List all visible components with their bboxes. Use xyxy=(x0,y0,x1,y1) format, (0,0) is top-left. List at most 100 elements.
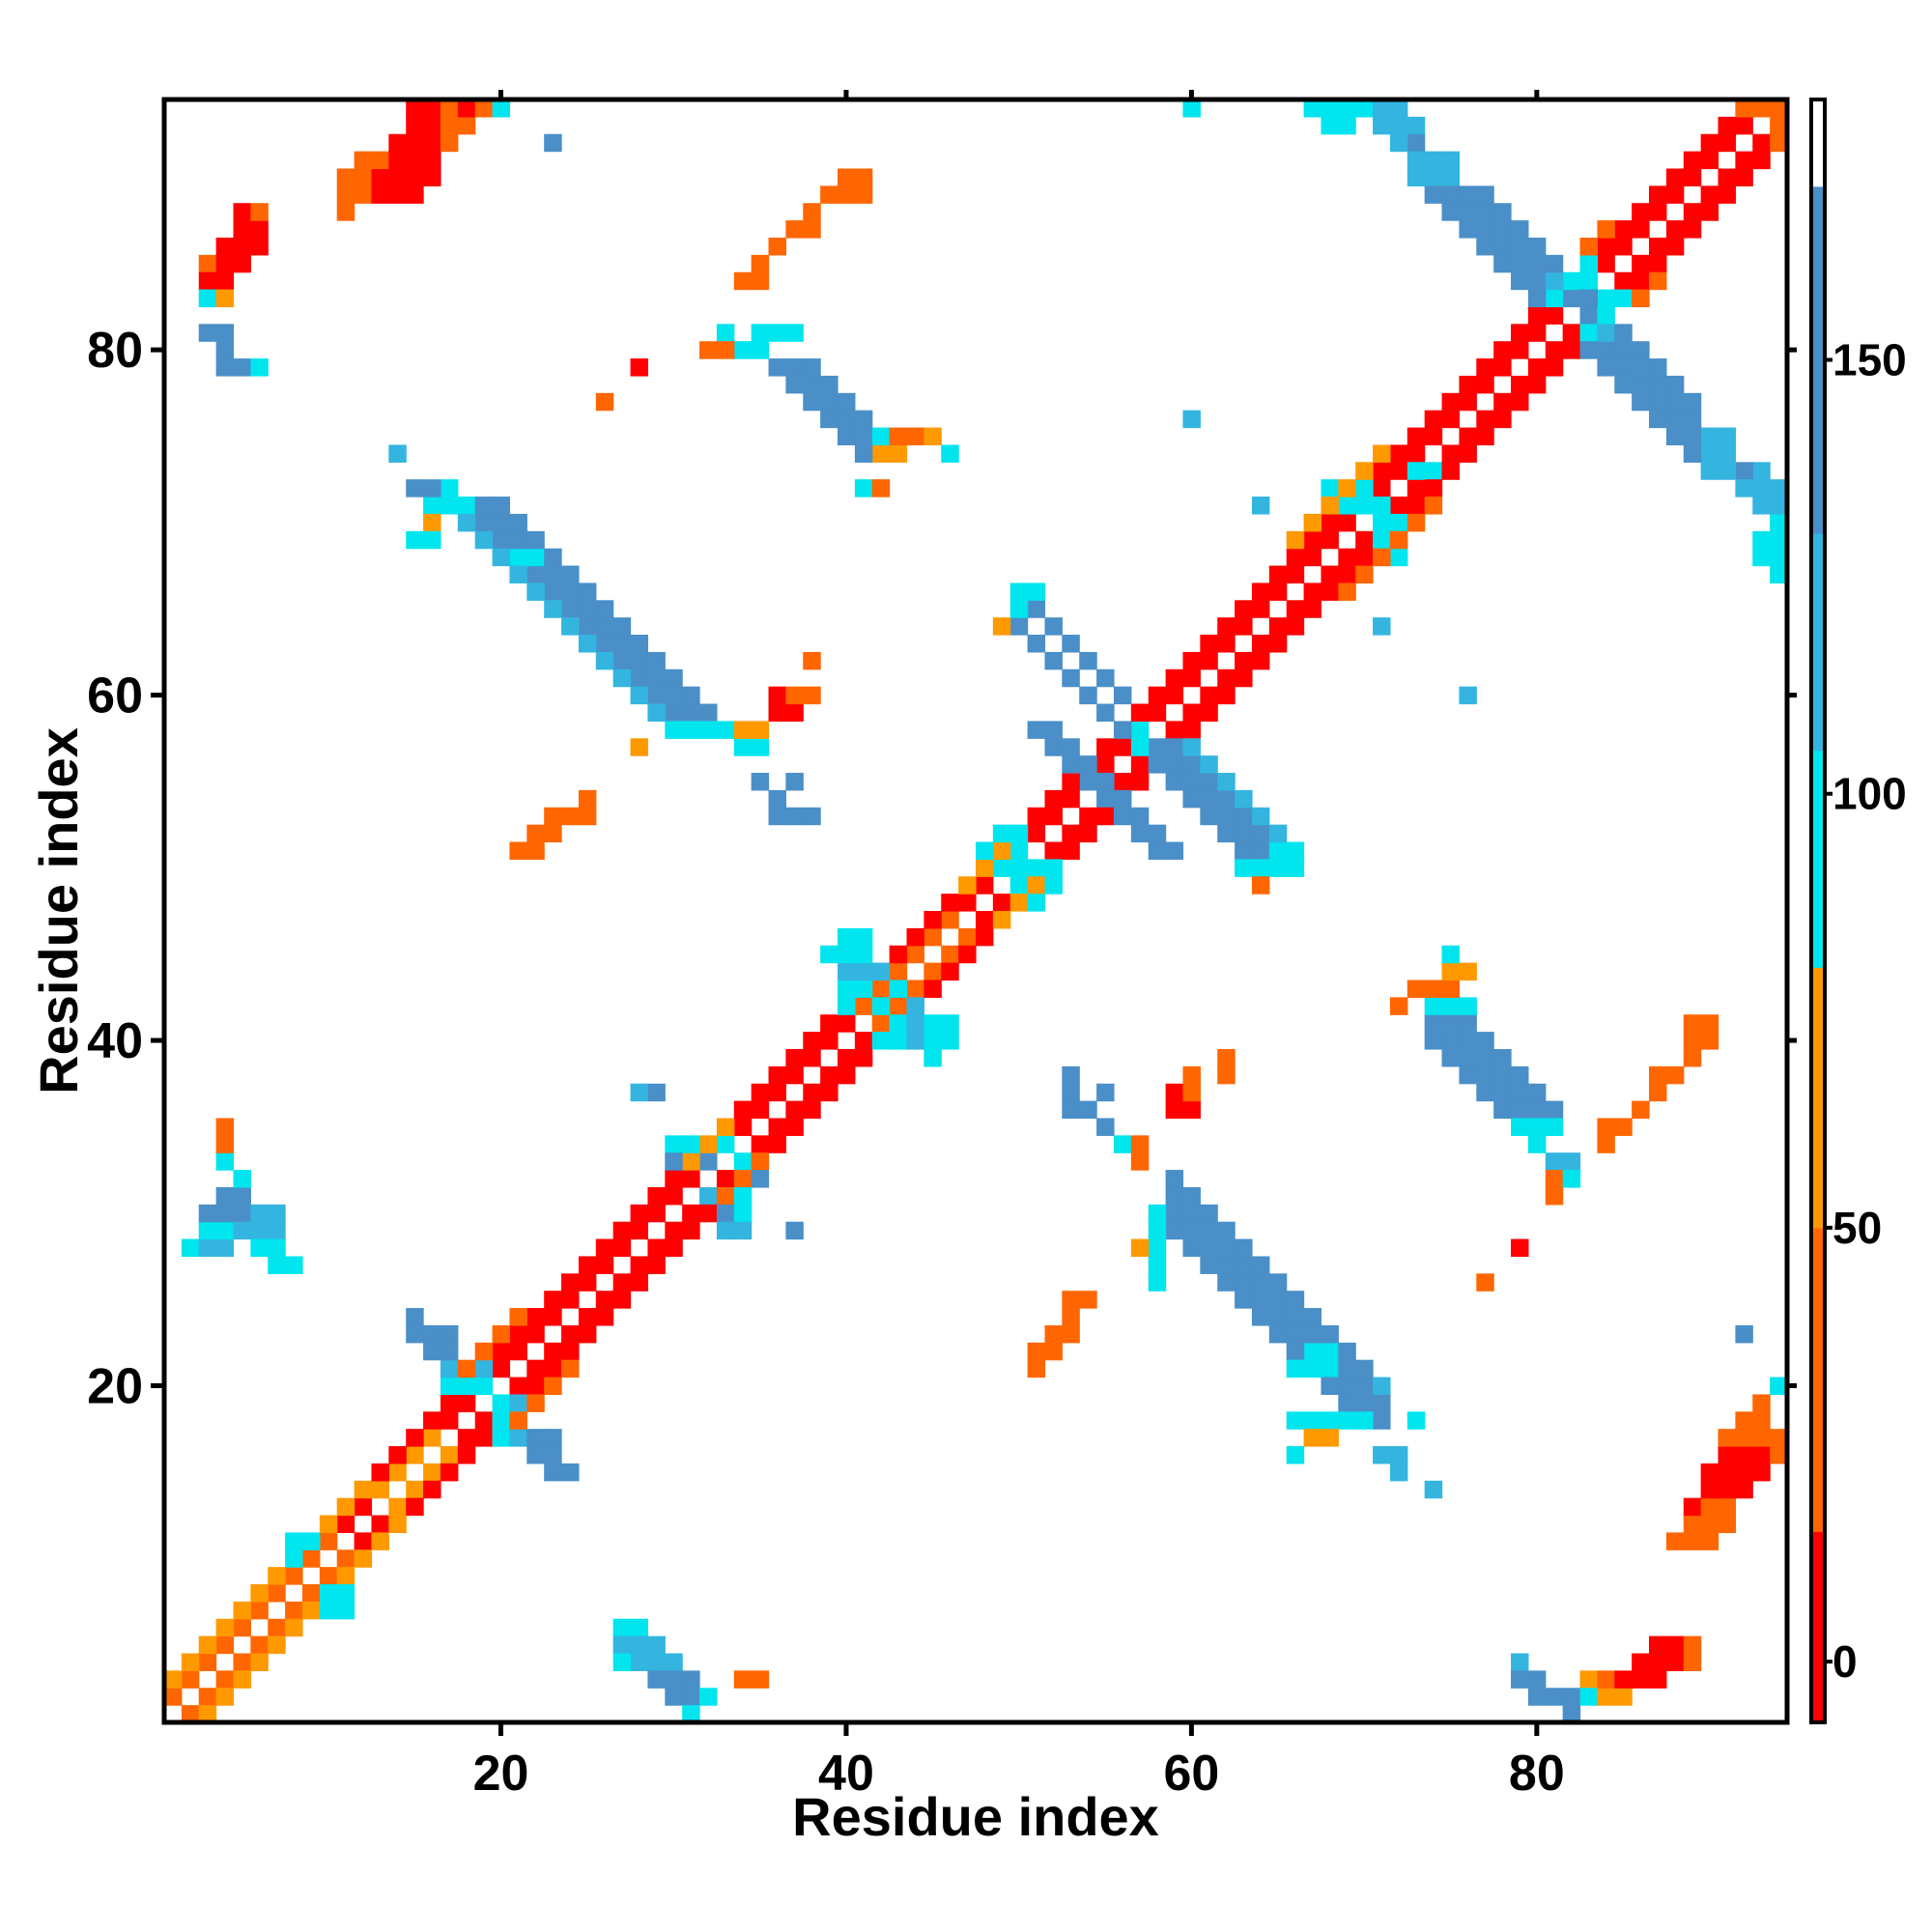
heatmap-cell xyxy=(1355,1377,1374,1396)
heatmap-cell xyxy=(1200,1238,1218,1258)
heatmap-cell xyxy=(751,773,770,791)
heatmap-cell xyxy=(1649,1635,1667,1655)
heatmap-cell xyxy=(1493,254,1512,273)
heatmap-cell xyxy=(1321,530,1339,550)
heatmap-cell xyxy=(423,530,441,550)
heatmap-cell xyxy=(1459,392,1477,412)
heatmap-cell xyxy=(1527,1670,1547,1689)
y-tick-label: 40 xyxy=(87,1013,143,1069)
heatmap-cell xyxy=(1527,375,1547,394)
heatmap-cell xyxy=(1735,168,1753,186)
heatmap-cell xyxy=(1649,271,1667,291)
heatmap-cell xyxy=(941,962,959,981)
heatmap-cell xyxy=(1718,1446,1736,1464)
heatmap-cell xyxy=(1752,1446,1771,1464)
heatmap-cell xyxy=(1770,99,1788,118)
heatmap-cell xyxy=(1373,497,1391,515)
heatmap-cell xyxy=(1649,410,1667,429)
heatmap-cell xyxy=(1527,1135,1547,1153)
heatmap-cell xyxy=(889,980,908,998)
heatmap-cell xyxy=(1338,479,1356,497)
colorbar-band xyxy=(1811,1227,1825,1532)
heatmap-cell xyxy=(1009,894,1029,912)
heatmap-cell xyxy=(1424,1480,1443,1499)
heatmap-cell xyxy=(1200,1221,1218,1240)
heatmap-cell xyxy=(1027,807,1046,826)
heatmap-cell xyxy=(1286,1342,1305,1361)
heatmap-cell xyxy=(301,1584,321,1603)
heatmap-cell xyxy=(612,1618,632,1637)
heatmap-cell xyxy=(1718,133,1736,153)
heatmap-cell xyxy=(1545,1118,1564,1136)
heatmap-cell xyxy=(630,1273,649,1292)
heatmap-cell xyxy=(1130,703,1150,722)
heatmap-cell xyxy=(1424,410,1443,429)
heatmap-cell xyxy=(665,1221,683,1240)
heatmap-cell xyxy=(457,513,476,532)
heatmap-cell xyxy=(1027,635,1046,653)
heatmap-cell xyxy=(1217,807,1236,826)
heatmap-cell xyxy=(526,1308,545,1326)
heatmap-cell xyxy=(578,1256,597,1274)
heatmap-cell xyxy=(923,962,942,981)
heatmap-cell xyxy=(889,997,908,1015)
x-tick-label: 80 xyxy=(1509,1746,1565,1802)
heatmap-cell xyxy=(682,1688,700,1706)
heatmap-cell xyxy=(1579,1670,1598,1689)
heatmap-cell xyxy=(665,1688,683,1706)
heatmap-cell xyxy=(233,1170,251,1188)
heatmap-cell xyxy=(1165,755,1184,774)
heatmap-cell xyxy=(1545,254,1564,273)
heatmap-cell xyxy=(1338,1411,1356,1430)
heatmap-cell xyxy=(1373,530,1391,550)
heatmap-cell xyxy=(1079,1291,1097,1309)
heatmap-cell xyxy=(1321,1429,1339,1447)
heatmap-cell xyxy=(336,168,355,186)
heatmap-cell xyxy=(1044,859,1063,877)
heatmap-cell xyxy=(1493,410,1512,429)
heatmap-cell xyxy=(1441,444,1461,463)
heatmap-cell xyxy=(733,1204,753,1223)
heatmap-cell xyxy=(1752,99,1771,118)
heatmap-cell xyxy=(1338,513,1356,532)
heatmap-cell xyxy=(371,1463,389,1482)
heatmap-cell xyxy=(268,1204,286,1223)
heatmap-cell xyxy=(181,1705,200,1723)
heatmap-cell xyxy=(423,133,441,153)
heatmap-cell xyxy=(250,237,269,256)
heatmap-cell xyxy=(976,859,994,877)
heatmap-cell xyxy=(509,530,527,550)
heatmap-cell xyxy=(215,1186,235,1206)
heatmap-cell xyxy=(733,721,753,739)
heatmap-cell xyxy=(768,237,786,256)
heatmap-cell xyxy=(838,927,856,947)
heatmap-cell xyxy=(440,1394,459,1412)
heatmap-cell xyxy=(716,1135,735,1153)
heatmap-cell xyxy=(1406,116,1426,135)
heatmap-cell xyxy=(1338,1359,1356,1378)
heatmap-cell xyxy=(1355,1411,1374,1430)
heatmap-cell xyxy=(1441,151,1461,170)
heatmap-cell xyxy=(1493,203,1512,221)
heatmap-cell xyxy=(1303,99,1322,118)
heatmap-cell xyxy=(1597,306,1615,325)
heatmap-cell xyxy=(751,324,770,342)
heatmap-cell xyxy=(1286,1446,1305,1464)
colorbar-frame xyxy=(1809,98,1827,1724)
heatmap-cell xyxy=(1389,99,1408,118)
heatmap-cell xyxy=(1527,289,1547,308)
heatmap-cell xyxy=(733,1152,753,1171)
heatmap-cell xyxy=(1459,962,1477,981)
heatmap-cell xyxy=(1148,1238,1167,1258)
heatmap-cell xyxy=(1614,341,1633,359)
heatmap-cell xyxy=(1511,237,1529,256)
heatmap-cell xyxy=(215,237,235,256)
heatmap-cell xyxy=(1200,789,1218,809)
heatmap-cell xyxy=(1235,668,1253,688)
heatmap-cell xyxy=(1562,341,1581,359)
heatmap-cell xyxy=(958,876,977,895)
heatmap-cell xyxy=(492,1324,511,1344)
heatmap-cell xyxy=(268,1238,286,1258)
heatmap-cell xyxy=(1027,859,1046,877)
heatmap-cell xyxy=(1562,1152,1581,1171)
